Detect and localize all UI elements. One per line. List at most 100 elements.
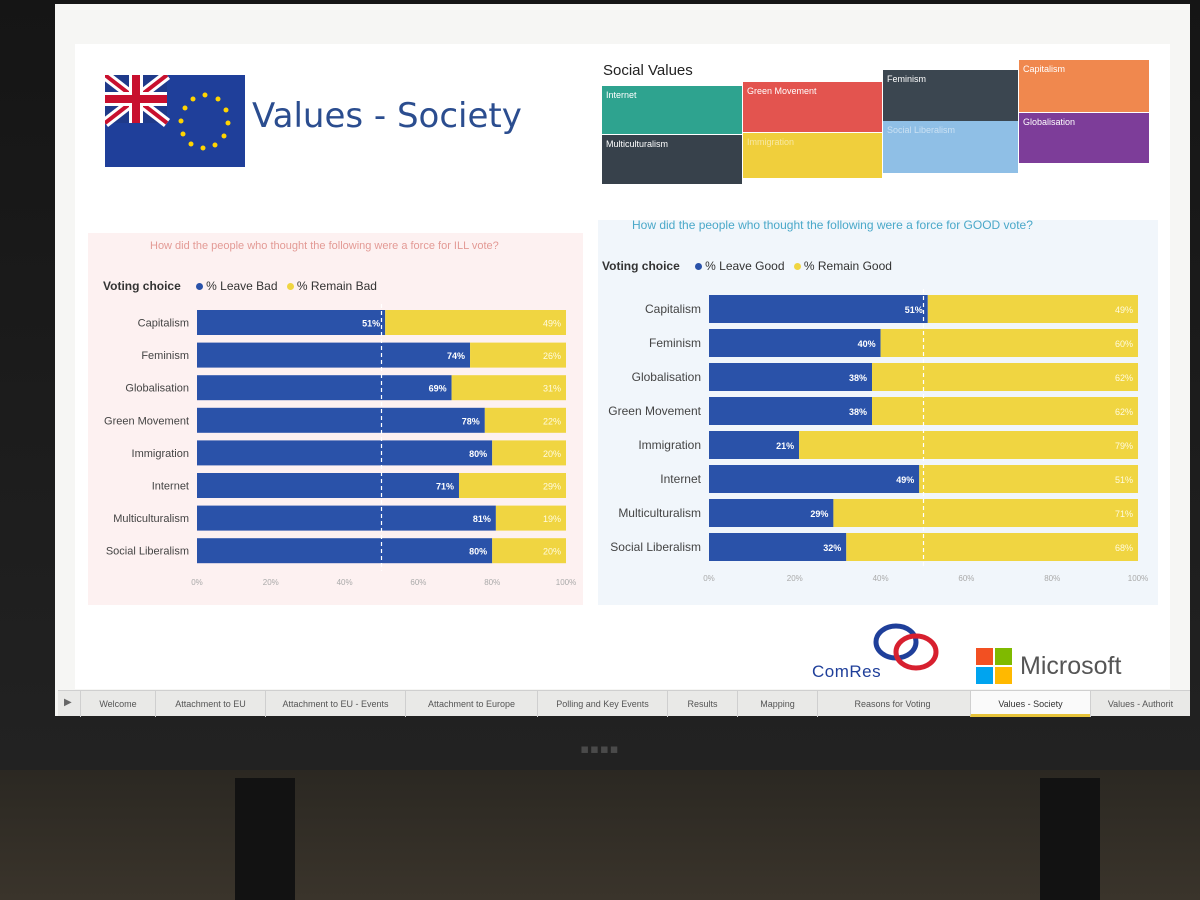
legend-item-leave-good[interactable]: % Leave Good — [705, 259, 785, 273]
ill-remain-bar-feminism[interactable] — [470, 342, 566, 368]
tab-mapping[interactable]: Mapping — [737, 691, 817, 717]
treemap-cell-green-movement[interactable]: Green Movement — [743, 82, 882, 132]
ill-leave-data-label: 74% — [447, 351, 465, 361]
ill-leave-bar-feminism[interactable] — [197, 342, 471, 368]
treemap-cell-capitalism[interactable]: Capitalism — [1019, 60, 1149, 112]
microsoft-logo-icon — [976, 648, 1012, 684]
treemap-cell-globalisation[interactable]: Globalisation — [1019, 113, 1149, 163]
good-leave-bar-social-liberalism[interactable] — [709, 533, 847, 561]
good-chart-title: How did the people who thought the follo… — [632, 218, 1033, 232]
good-remain-data-label: 62% — [1115, 407, 1133, 417]
microsoft-logo-text: Microsoft — [1020, 652, 1122, 680]
ill-leave-data-label: 80% — [469, 547, 487, 557]
ill-remain-data-label: 31% — [543, 384, 561, 394]
treemap-cell-label: Immigration — [747, 137, 795, 147]
ill-leave-bar-globalisation[interactable] — [197, 375, 452, 401]
ill-remain-bar-internet[interactable] — [458, 473, 566, 498]
tab-welcome[interactable]: Welcome — [80, 691, 155, 717]
ill-remain-data-label: 19% — [543, 514, 561, 524]
ill-remain-bar-multiculturalism[interactable] — [495, 505, 566, 531]
ill-leave-data-label: 80% — [469, 449, 487, 459]
good-remain-bar-feminism[interactable] — [880, 329, 1138, 357]
tab-attachment-to-europe[interactable]: Attachment to Europe — [405, 691, 537, 717]
ill-remain-data-label: 22% — [543, 416, 561, 426]
good-remain-bar-globalisation[interactable] — [872, 363, 1138, 391]
good-leave-bar-internet[interactable] — [709, 465, 920, 493]
good-remain-data-label: 71% — [1115, 509, 1133, 519]
good-leave-bar-multiculturalism[interactable] — [709, 499, 834, 527]
ill-category-label-green-movement: Green Movement — [104, 415, 189, 427]
tab-attachment-to-eu[interactable]: Attachment to EU — [155, 691, 265, 717]
treemap-cell-social-liberalism[interactable]: Social Liberalism — [883, 121, 1018, 173]
treemap-cell-label: Capitalism — [1023, 64, 1066, 74]
ill-category-label-internet: Internet — [152, 481, 189, 493]
ill-leave-bar-social-liberalism[interactable] — [197, 538, 493, 564]
good-category-label-internet: Internet — [660, 472, 701, 486]
good-remain-data-label: 51% — [1115, 475, 1133, 485]
treemap-cell-immigration[interactable]: Immigration — [743, 133, 882, 178]
comres-logo-text: ComRes — [812, 662, 882, 681]
ill-x-tick-label: 40% — [337, 578, 353, 587]
good-remain-bar-green-movement[interactable] — [872, 397, 1138, 425]
ill-remain-data-label: 49% — [543, 319, 561, 329]
ill-leave-bar-multiculturalism[interactable] — [197, 505, 496, 531]
good-leave-bar-globalisation[interactable] — [709, 363, 873, 391]
ill-leave-bar-green-movement[interactable] — [197, 407, 485, 433]
good-x-tick-label: 60% — [958, 574, 974, 583]
tab-reasons-for-voting[interactable]: Reasons for Voting — [817, 691, 967, 717]
leave-legend-dot — [196, 283, 204, 291]
good-leave-bar-immigration[interactable] — [709, 431, 800, 459]
ill-remain-bar-capitalism[interactable] — [385, 310, 566, 335]
monitor-stand-right — [1040, 778, 1100, 900]
good-leave-bar-feminism[interactable] — [709, 329, 881, 357]
treemap-cell-feminism[interactable]: Feminism — [883, 70, 1018, 130]
ill-remain-bar-immigration[interactable] — [492, 440, 566, 466]
tab-results[interactable]: Results — [667, 691, 737, 717]
treemap-cell-label: Green Movement — [747, 86, 817, 96]
good-remain-bar-internet[interactable] — [919, 465, 1138, 493]
page-title: Values - Society — [252, 96, 522, 136]
treemap-cell-multiculturalism[interactable]: Multiculturalism — [602, 135, 742, 184]
ill-remain-bar-green-movement[interactable] — [484, 407, 566, 433]
treemap-cell-label: Globalisation — [1023, 117, 1076, 127]
tab-polling-and-key-events[interactable]: Polling and Key Events — [537, 691, 667, 717]
legend-item-remain-bad[interactable]: % Remain Bad — [296, 279, 377, 293]
good-category-label-globalisation: Globalisation — [632, 370, 701, 384]
good-category-label-feminism: Feminism — [649, 336, 701, 350]
good-remain-bar-capitalism[interactable] — [927, 295, 1138, 323]
ill-category-label-social-liberalism: Social Liberalism — [106, 546, 189, 558]
good-remain-bar-immigration[interactable] — [799, 431, 1138, 459]
good-remain-bar-social-liberalism[interactable] — [846, 533, 1138, 561]
ill-leave-bar-immigration[interactable] — [197, 440, 493, 466]
good-leave-data-label: 38% — [849, 407, 867, 417]
legend-item-remain-good[interactable]: % Remain Good — [803, 259, 892, 273]
treemap-cell-internet[interactable]: Internet — [602, 86, 742, 134]
tab-values-authoritarian[interactable]: Values - Authorit — [1090, 691, 1190, 717]
treemap-cell-label: Multiculturalism — [606, 139, 669, 149]
good-leave-bar-capitalism[interactable] — [709, 295, 928, 323]
legend-title: Voting choice — [602, 259, 680, 273]
ill-leave-bar-capitalism[interactable] — [197, 310, 386, 335]
ill-x-tick-label: 20% — [263, 578, 279, 587]
ill-remain-bar-globalisation[interactable] — [451, 375, 566, 401]
ill-leave-bar-internet[interactable] — [197, 473, 459, 498]
tab-attachment-to-eu-events[interactable]: Attachment to EU - Events — [265, 691, 405, 717]
ill-leave-data-label: 51% — [362, 319, 380, 329]
remain-legend-dot — [286, 283, 294, 291]
ill-x-tick-label: 80% — [484, 578, 500, 587]
good-leave-data-label: 32% — [823, 543, 841, 553]
ill-leave-data-label: 78% — [462, 416, 480, 426]
good-category-label-green-movement: Green Movement — [608, 404, 701, 418]
good-remain-data-label: 68% — [1115, 543, 1133, 553]
good-remain-bar-multiculturalism[interactable] — [833, 499, 1138, 527]
remain-legend-dot — [793, 263, 801, 271]
good-category-label-capitalism: Capitalism — [645, 302, 701, 316]
legend-item-leave-bad[interactable]: % Leave Bad — [206, 279, 278, 293]
tab-values-society[interactable]: Values - Society — [970, 691, 1090, 717]
good-leave-bar-green-movement[interactable] — [709, 397, 873, 425]
good-leave-data-label: 51% — [905, 305, 923, 315]
tab-scroll-right-icon[interactable]: ▶ — [64, 697, 72, 708]
ill-remain-bar-social-liberalism[interactable] — [492, 538, 566, 564]
good-category-label-social-liberalism: Social Liberalism — [610, 540, 701, 554]
